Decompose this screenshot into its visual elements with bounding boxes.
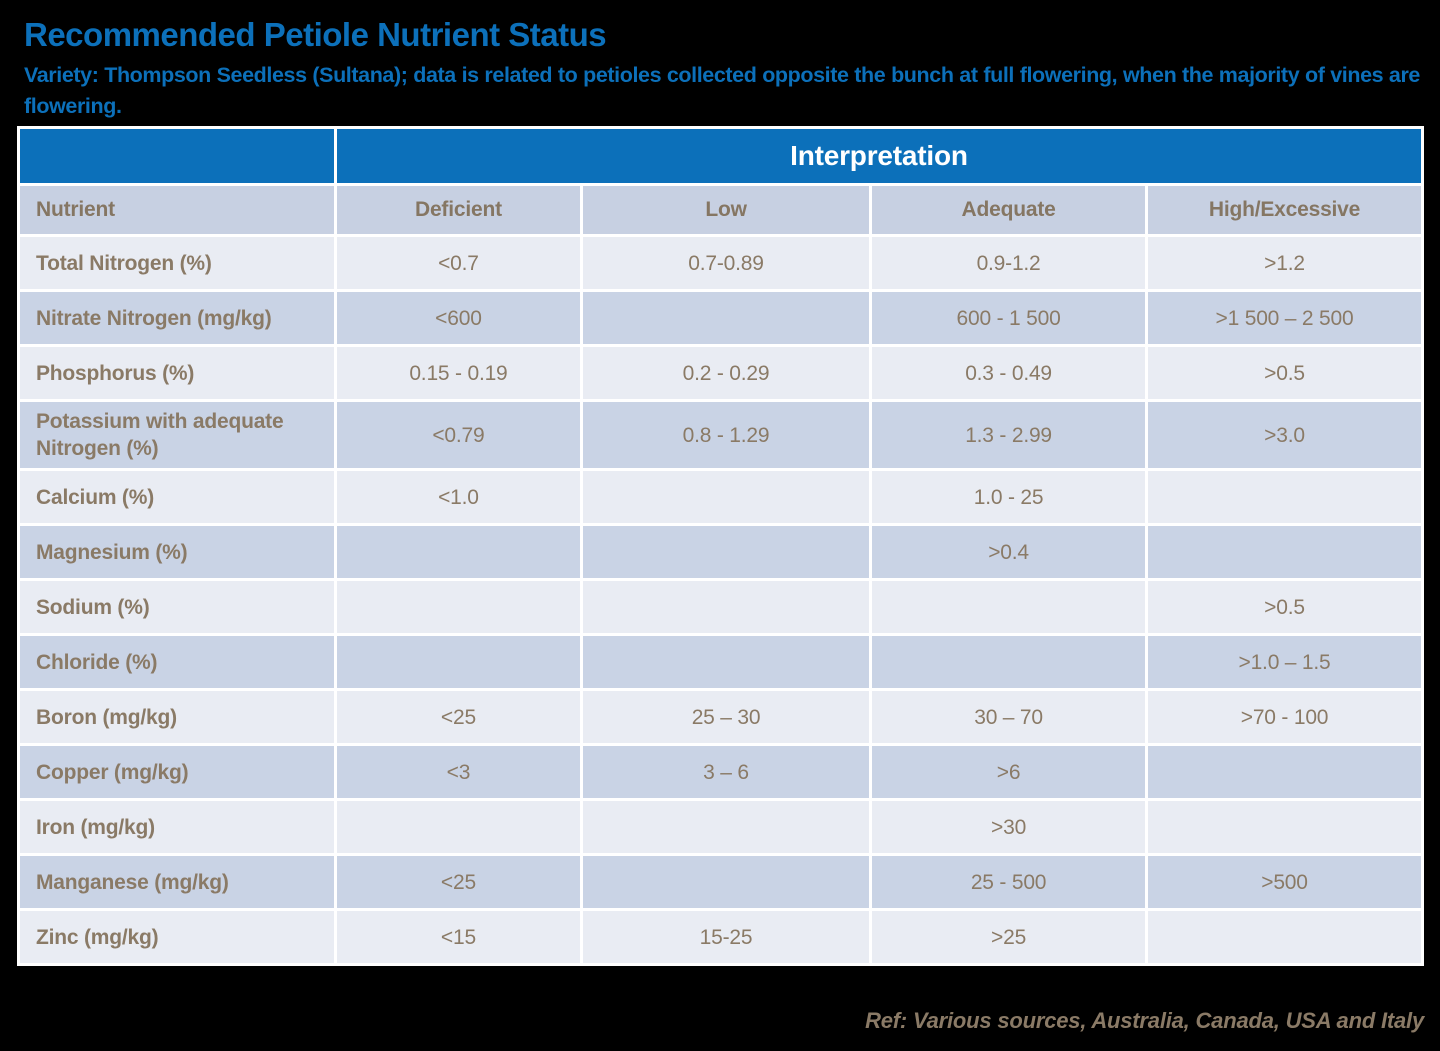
nutrient-cell: Boron (mg/kg) [20, 691, 334, 743]
adequate-cell: 0.3 - 0.49 [872, 347, 1146, 399]
adequate-cell: 1.0 - 25 [872, 471, 1146, 523]
high-cell [1148, 471, 1421, 523]
deficient-cell: <0.79 [336, 402, 580, 468]
low-cell [582, 856, 870, 908]
nutrient-cell: Copper (mg/kg) [20, 746, 334, 798]
deficient-cell: <600 [336, 292, 580, 344]
page-subtitle: Variety: Thompson Seedless (Sultana); da… [24, 63, 1420, 118]
adequate-cell: 600 - 1 500 [872, 292, 1146, 344]
high-cell: >1 500 – 2 500 [1148, 292, 1421, 344]
deficient-cell: <15 [336, 911, 580, 963]
table-row-total-nitrogen: Total Nitrogen (%) <0.7 0.7-0.89 0.9-1.2… [20, 237, 1421, 289]
corner-cell [20, 129, 334, 183]
low-cell [582, 801, 870, 853]
table-row-phosphorus: Phosphorus (%) 0.15 - 0.19 0.2 - 0.29 0.… [20, 347, 1421, 399]
deficient-cell: 0.15 - 0.19 [336, 347, 580, 399]
column-header-nutrient: Nutrient [20, 186, 334, 234]
table-row-potassium: Potassium with adequate Nitrogen (%) <0.… [20, 402, 1421, 468]
deficient-cell: <25 [336, 691, 580, 743]
column-header-adequate: Adequate [872, 186, 1146, 234]
adequate-cell: >25 [872, 911, 1146, 963]
reference-footer: Ref: Various sources, Australia, Canada,… [865, 1008, 1424, 1033]
deficient-cell [336, 581, 580, 633]
nutrient-cell: Chloride (%) [20, 636, 334, 688]
low-cell [582, 636, 870, 688]
deficient-cell [336, 801, 580, 853]
nutrient-status-table: Interpretation Nutrient Deficient Low Ad… [17, 126, 1424, 966]
table-row-sodium: Sodium (%) >0.5 [20, 581, 1421, 633]
high-cell: >70 - 100 [1148, 691, 1421, 743]
high-cell: >1.2 [1148, 237, 1421, 289]
nutrient-cell: Zinc (mg/kg) [20, 911, 334, 963]
deficient-cell [336, 526, 580, 578]
adequate-cell: >6 [872, 746, 1146, 798]
adequate-cell: >0.4 [872, 526, 1146, 578]
low-cell: 15-25 [582, 911, 870, 963]
deficient-cell: <25 [336, 856, 580, 908]
table-row-iron: Iron (mg/kg) >30 [20, 801, 1421, 853]
nutrient-cell: Iron (mg/kg) [20, 801, 334, 853]
nutrient-cell: Magnesium (%) [20, 526, 334, 578]
adequate-cell: 25 - 500 [872, 856, 1146, 908]
column-header-deficient: Deficient [336, 186, 580, 234]
high-cell: >3.0 [1148, 402, 1421, 468]
adequate-cell [872, 636, 1146, 688]
deficient-cell [336, 636, 580, 688]
table-row-magnesium: Magnesium (%) >0.4 [20, 526, 1421, 578]
high-cell [1148, 526, 1421, 578]
low-cell: 25 – 30 [582, 691, 870, 743]
column-header-row: Nutrient Deficient Low Adequate High/Exc… [20, 186, 1421, 234]
column-header-low: Low [582, 186, 870, 234]
table-row-calcium: Calcium (%) <1.0 1.0 - 25 [20, 471, 1421, 523]
table-row-manganese: Manganese (mg/kg) <25 25 - 500 >500 [20, 856, 1421, 908]
table-row-boron: Boron (mg/kg) <25 25 – 30 30 – 70 >70 - … [20, 691, 1421, 743]
deficient-cell: <1.0 [336, 471, 580, 523]
table-row-nitrate-nitrogen: Nitrate Nitrogen (mg/kg) <600 600 - 1 50… [20, 292, 1421, 344]
low-cell [582, 292, 870, 344]
high-cell [1148, 801, 1421, 853]
group-header-row: Interpretation [20, 129, 1421, 183]
high-cell: >0.5 [1148, 581, 1421, 633]
adequate-cell: >30 [872, 801, 1146, 853]
low-cell [582, 581, 870, 633]
low-cell: 0.7-0.89 [582, 237, 870, 289]
table-row-copper: Copper (mg/kg) <3 3 – 6 >6 [20, 746, 1421, 798]
low-cell: 0.2 - 0.29 [582, 347, 870, 399]
nutrient-cell: Total Nitrogen (%) [20, 237, 334, 289]
low-cell: 3 – 6 [582, 746, 870, 798]
adequate-cell: 30 – 70 [872, 691, 1146, 743]
nutrient-cell: Nitrate Nitrogen (mg/kg) [20, 292, 334, 344]
nutrient-cell: Potassium with adequate Nitrogen (%) [20, 402, 334, 468]
nutrient-cell: Calcium (%) [20, 471, 334, 523]
low-cell [582, 526, 870, 578]
column-header-high-excessive: High/Excessive [1148, 186, 1421, 234]
table-row-chloride: Chloride (%) >1.0 – 1.5 [20, 636, 1421, 688]
high-cell [1148, 746, 1421, 798]
high-cell: >500 [1148, 856, 1421, 908]
low-cell: 0.8 - 1.29 [582, 402, 870, 468]
table-row-zinc: Zinc (mg/kg) <15 15-25 >25 [20, 911, 1421, 963]
deficient-cell: <0.7 [336, 237, 580, 289]
high-cell: >1.0 – 1.5 [1148, 636, 1421, 688]
interpretation-header: Interpretation [336, 129, 1421, 183]
deficient-cell: <3 [336, 746, 580, 798]
low-cell [582, 471, 870, 523]
adequate-cell [872, 581, 1146, 633]
nutrient-cell: Sodium (%) [20, 581, 334, 633]
page-title: Recommended Petiole Nutrient Status [24, 16, 607, 53]
adequate-cell: 1.3 - 2.99 [872, 402, 1146, 468]
adequate-cell: 0.9-1.2 [872, 237, 1146, 289]
high-cell: >0.5 [1148, 347, 1421, 399]
nutrient-cell: Phosphorus (%) [20, 347, 334, 399]
nutrient-cell: Manganese (mg/kg) [20, 856, 334, 908]
high-cell [1148, 911, 1421, 963]
